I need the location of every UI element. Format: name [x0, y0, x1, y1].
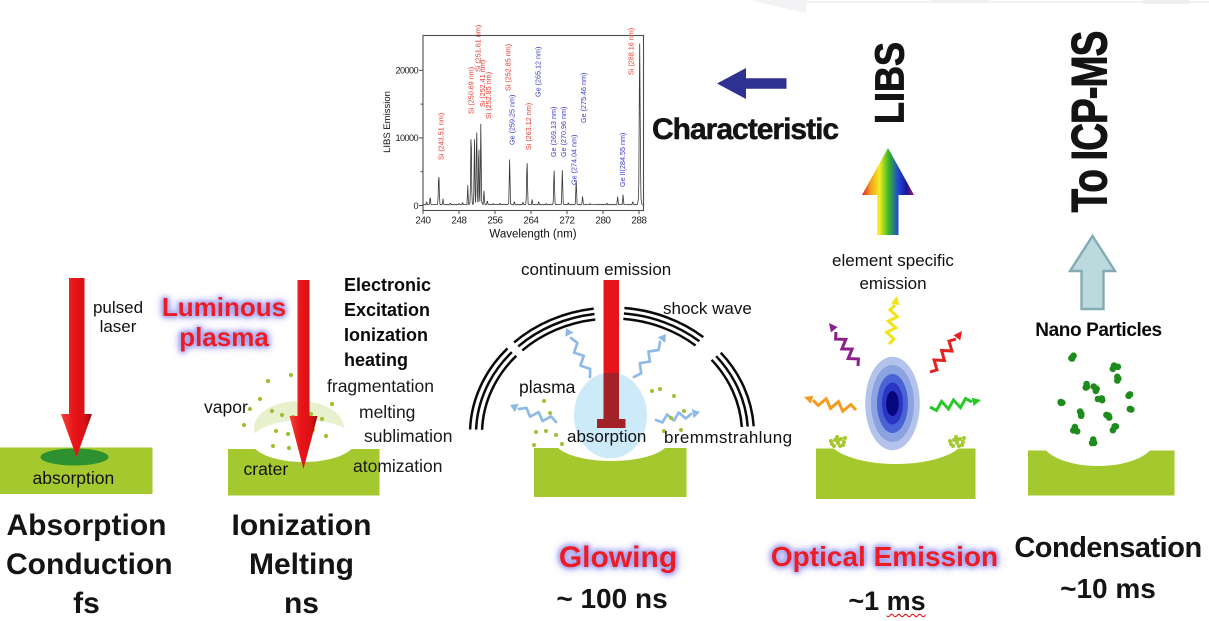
svg-text:Ge II(284.55 nm): Ge II(284.55 nm): [618, 133, 627, 187]
svg-text:Si (252.41 nm): Si (252.41 nm): [478, 60, 487, 107]
svg-text:240: 240: [415, 216, 431, 227]
svg-text:Ge (275.46 nm): Ge (275.46 nm): [579, 73, 588, 123]
svg-text:Wavelength (nm): Wavelength (nm): [489, 229, 576, 241]
svg-text:Ge (265.12 nm): Ge (265.12 nm): [534, 47, 543, 97]
svg-text:Si (252.85 nm): Si (252.85 nm): [484, 72, 493, 119]
svg-text:248: 248: [451, 216, 467, 227]
svg-text:0: 0: [413, 201, 418, 211]
svg-text:Si (250.69 nm): Si (250.69 nm): [467, 67, 476, 114]
svg-text:256: 256: [487, 216, 503, 227]
svg-text:10000: 10000: [395, 133, 418, 143]
svg-text:Si (263.12 nm): Si (263.12 nm): [524, 103, 533, 150]
svg-text:Si (243.51 nm): Si (243.51 nm): [437, 113, 446, 160]
svg-text:20000: 20000: [395, 66, 418, 76]
svg-text:LIBS Emission: LIBS Emission: [382, 91, 393, 153]
svg-text:Ge (269.13 nm): Ge (269.13 nm): [549, 107, 558, 157]
svg-text:Ge (270.96 nm): Ge (270.96 nm): [559, 107, 568, 157]
svg-text:Ge (274.04 nm): Ge (274.04 nm): [570, 135, 579, 185]
svg-text:272: 272: [559, 216, 574, 227]
svg-text:Ge (259.25 nm): Ge (259.25 nm): [508, 95, 517, 145]
svg-text:Si (251.61 nm): Si (251.61 nm): [474, 25, 483, 72]
svg-text:Si (288.16 nm): Si (288.16 nm): [627, 28, 636, 75]
svg-text:280: 280: [595, 216, 611, 227]
svg-text:Si (252.85 nm): Si (252.85 nm): [504, 44, 513, 91]
svg-text:264: 264: [523, 216, 539, 227]
svg-text:288: 288: [631, 216, 647, 227]
